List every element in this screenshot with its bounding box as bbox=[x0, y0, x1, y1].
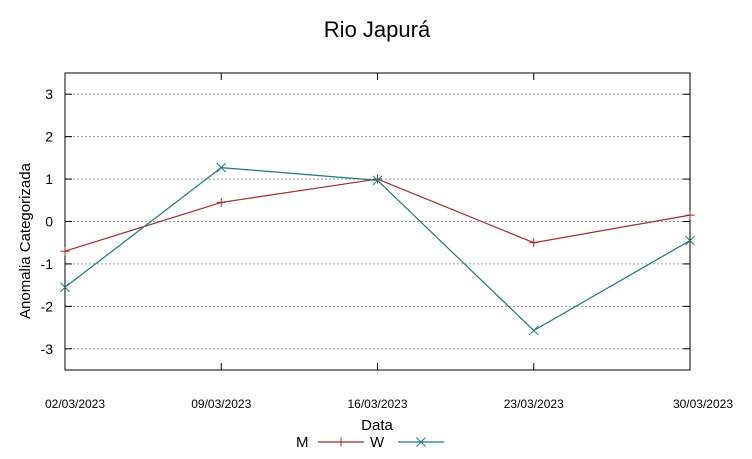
series bbox=[60, 162, 695, 336]
y-tick-label: 1 bbox=[45, 171, 53, 187]
x-axis: 02/03/2023 09/03/2023 16/03/2023 23/03/2023… bbox=[45, 73, 733, 411]
data-point-W bbox=[685, 235, 695, 246]
x-tick-label: 16/03/2023 bbox=[347, 397, 407, 411]
legend-marker bbox=[416, 437, 426, 447]
data-point-W bbox=[216, 162, 227, 173]
legend-marker bbox=[336, 437, 346, 447]
data-point-M bbox=[216, 197, 226, 207]
x-tick-label: 30/03/2023 bbox=[673, 397, 733, 411]
legend-label: W bbox=[370, 434, 385, 451]
y-tick-label: 0 bbox=[45, 214, 53, 230]
y-tick-label: 3 bbox=[45, 86, 53, 102]
data-point-M bbox=[529, 238, 539, 248]
data-point-W bbox=[528, 325, 539, 336]
data-point-M bbox=[685, 210, 695, 220]
y-tick-label: -3 bbox=[41, 341, 54, 357]
x-tick-label: 09/03/2023 bbox=[191, 397, 251, 411]
y-axis: -3 -2 -1 0 1 2 3 bbox=[41, 86, 690, 357]
y-tick-label: -1 bbox=[41, 256, 54, 272]
data-point-M bbox=[60, 246, 70, 256]
chart-title: Rio Japurá bbox=[324, 17, 431, 42]
data-point-W bbox=[60, 282, 70, 293]
y-tick-label: 2 bbox=[45, 129, 53, 145]
y-tick-label: -2 bbox=[41, 298, 54, 314]
data-point-M bbox=[373, 174, 382, 184]
x-tick-label: 02/03/2023 bbox=[45, 397, 105, 411]
legend-label: M bbox=[296, 434, 309, 451]
data-point-W bbox=[372, 175, 383, 186]
y-axis-label: Anomalia Categorizada bbox=[17, 162, 34, 319]
x-axis-label: Data bbox=[361, 417, 393, 434]
x-tick-label: 23/03/2023 bbox=[504, 397, 564, 411]
